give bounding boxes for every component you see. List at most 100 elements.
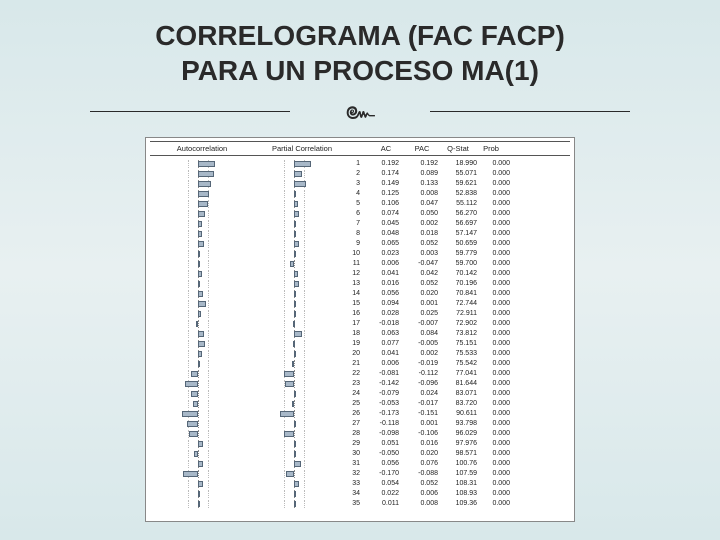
pac-bar xyxy=(246,209,342,219)
pac-bar xyxy=(246,359,342,369)
ac-bar xyxy=(150,259,246,269)
pac-bar xyxy=(246,409,342,419)
pac-bar xyxy=(246,249,342,259)
qstat-value: 59.700 xyxy=(441,259,480,269)
pac-value: -0.047 xyxy=(402,259,441,269)
lag-value: 19 xyxy=(342,339,363,349)
table-row: 24-0.0790.02483.0710.000 xyxy=(150,389,570,399)
table-row: 100.0230.00359.7790.000 xyxy=(150,249,570,259)
qstat-value: 59.779 xyxy=(441,249,480,259)
table-row: 30.1490.13359.6210.000 xyxy=(150,179,570,189)
qstat-value: 52.838 xyxy=(441,189,480,199)
ac-value: 0.065 xyxy=(363,239,402,249)
pac-bar xyxy=(246,259,342,269)
pac-value: 0.001 xyxy=(402,299,441,309)
ac-value: 0.125 xyxy=(363,189,402,199)
ac-value: 0.174 xyxy=(363,169,402,179)
ac-bar xyxy=(150,169,246,179)
ac-value: -0.050 xyxy=(363,449,402,459)
table-row: 26-0.173-0.15190.6110.000 xyxy=(150,409,570,419)
qstat-value: 75.542 xyxy=(441,359,480,369)
pac-value: 0.052 xyxy=(402,479,441,489)
prob-value: 0.000 xyxy=(480,469,513,479)
ac-value: 0.074 xyxy=(363,209,402,219)
ac-value: 0.041 xyxy=(363,349,402,359)
pac-bar xyxy=(246,159,342,169)
pac-bar xyxy=(246,339,342,349)
ac-bar xyxy=(150,189,246,199)
table-row: 17-0.018-0.00772.9020.000 xyxy=(150,319,570,329)
ac-value: -0.098 xyxy=(363,429,402,439)
prob-value: 0.000 xyxy=(480,219,513,229)
ac-bar xyxy=(150,249,246,259)
qstat-value: 72.744 xyxy=(441,299,480,309)
ac-value: 0.056 xyxy=(363,289,402,299)
lag-value: 24 xyxy=(342,389,363,399)
pac-value: 0.020 xyxy=(402,289,441,299)
pac-value: -0.007 xyxy=(402,319,441,329)
pac-value: -0.017 xyxy=(402,399,441,409)
slide-title: CORRELOGRAMA (FAC FACP) PARA UN PROCESO … xyxy=(0,0,720,88)
pac-value: -0.019 xyxy=(402,359,441,369)
table-row: 290.0510.01697.9760.000 xyxy=(150,439,570,449)
qstat-value: 100.76 xyxy=(441,459,480,469)
ac-value: 0.054 xyxy=(363,479,402,489)
ac-bar xyxy=(150,449,246,459)
pac-value: 0.001 xyxy=(402,419,441,429)
table-row: 27-0.1180.00193.7980.000 xyxy=(150,419,570,429)
lag-value: 35 xyxy=(342,499,363,509)
col-pac: PAC xyxy=(404,144,440,153)
ac-value: -0.079 xyxy=(363,389,402,399)
table-row: 20.1740.08955.0710.000 xyxy=(150,169,570,179)
col-autocorrelation: Autocorrelation xyxy=(150,144,250,153)
prob-value: 0.000 xyxy=(480,259,513,269)
pac-bar xyxy=(246,379,342,389)
lag-value: 3 xyxy=(342,179,363,189)
qstat-value: 75.151 xyxy=(441,339,480,349)
lag-value: 15 xyxy=(342,299,363,309)
pac-value: -0.112 xyxy=(402,369,441,379)
prob-value: 0.000 xyxy=(480,389,513,399)
prob-value: 0.000 xyxy=(480,439,513,449)
table-row: 340.0220.006108.930.000 xyxy=(150,489,570,499)
prob-value: 0.000 xyxy=(480,339,513,349)
ac-value: 0.016 xyxy=(363,279,402,289)
table-row: 80.0480.01857.1470.000 xyxy=(150,229,570,239)
qstat-value: 90.611 xyxy=(441,409,480,419)
table-row: 10.1920.19218.9900.000 xyxy=(150,159,570,169)
prob-value: 0.000 xyxy=(480,239,513,249)
ac-bar xyxy=(150,499,246,509)
title-line-1: CORRELOGRAMA (FAC FACP) xyxy=(155,20,565,51)
table-row: 23-0.142-0.09681.6440.000 xyxy=(150,379,570,389)
ac-value: -0.018 xyxy=(363,319,402,329)
ac-value: -0.081 xyxy=(363,369,402,379)
prob-value: 0.000 xyxy=(480,199,513,209)
prob-value: 0.000 xyxy=(480,379,513,389)
ac-bar xyxy=(150,329,246,339)
ac-value: 0.022 xyxy=(363,489,402,499)
lag-value: 12 xyxy=(342,269,363,279)
table-row: 30-0.0500.02098.5710.000 xyxy=(150,449,570,459)
lag-value: 6 xyxy=(342,209,363,219)
table-row: 40.1250.00852.8380.000 xyxy=(150,189,570,199)
prob-value: 0.000 xyxy=(480,329,513,339)
qstat-value: 83.720 xyxy=(441,399,480,409)
ac-value: 0.094 xyxy=(363,299,402,309)
ac-bar xyxy=(150,289,246,299)
qstat-value: 57.147 xyxy=(441,229,480,239)
ac-value: -0.142 xyxy=(363,379,402,389)
lag-value: 33 xyxy=(342,479,363,489)
prob-value: 0.000 xyxy=(480,419,513,429)
title-flourish: ๛ xyxy=(0,90,720,131)
pac-value: 0.006 xyxy=(402,489,441,499)
prob-value: 0.000 xyxy=(480,269,513,279)
ac-bar xyxy=(150,439,246,449)
correlogram-panel: Autocorrelation Partial Correlation AC P… xyxy=(145,137,575,522)
pac-bar xyxy=(246,189,342,199)
ac-bar xyxy=(150,279,246,289)
prob-value: 0.000 xyxy=(480,229,513,239)
lag-value: 30 xyxy=(342,449,363,459)
flourish-icon: ๛ xyxy=(345,96,375,125)
ac-value: -0.053 xyxy=(363,399,402,409)
pac-bar xyxy=(246,179,342,189)
